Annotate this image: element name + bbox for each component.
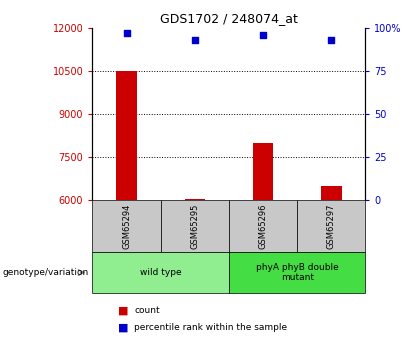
Point xyxy=(123,30,130,36)
Title: GDS1702 / 248074_at: GDS1702 / 248074_at xyxy=(160,12,298,25)
Text: genotype/variation: genotype/variation xyxy=(2,268,88,277)
Bar xyxy=(253,142,273,200)
Point xyxy=(328,37,335,42)
Text: ■: ■ xyxy=(118,306,128,315)
Text: count: count xyxy=(134,306,160,315)
Text: GSM65294: GSM65294 xyxy=(122,203,131,249)
Point xyxy=(260,32,266,37)
Text: ■: ■ xyxy=(118,323,128,333)
Point xyxy=(192,37,198,42)
Bar xyxy=(321,186,341,200)
Text: wild type: wild type xyxy=(140,268,181,277)
Text: GSM65297: GSM65297 xyxy=(327,203,336,249)
Bar xyxy=(116,71,137,200)
Text: phyA phyB double
mutant: phyA phyB double mutant xyxy=(256,263,339,282)
Text: GSM65296: GSM65296 xyxy=(259,203,268,249)
Text: GSM65295: GSM65295 xyxy=(190,203,199,249)
Text: percentile rank within the sample: percentile rank within the sample xyxy=(134,323,288,332)
Bar xyxy=(184,199,205,200)
